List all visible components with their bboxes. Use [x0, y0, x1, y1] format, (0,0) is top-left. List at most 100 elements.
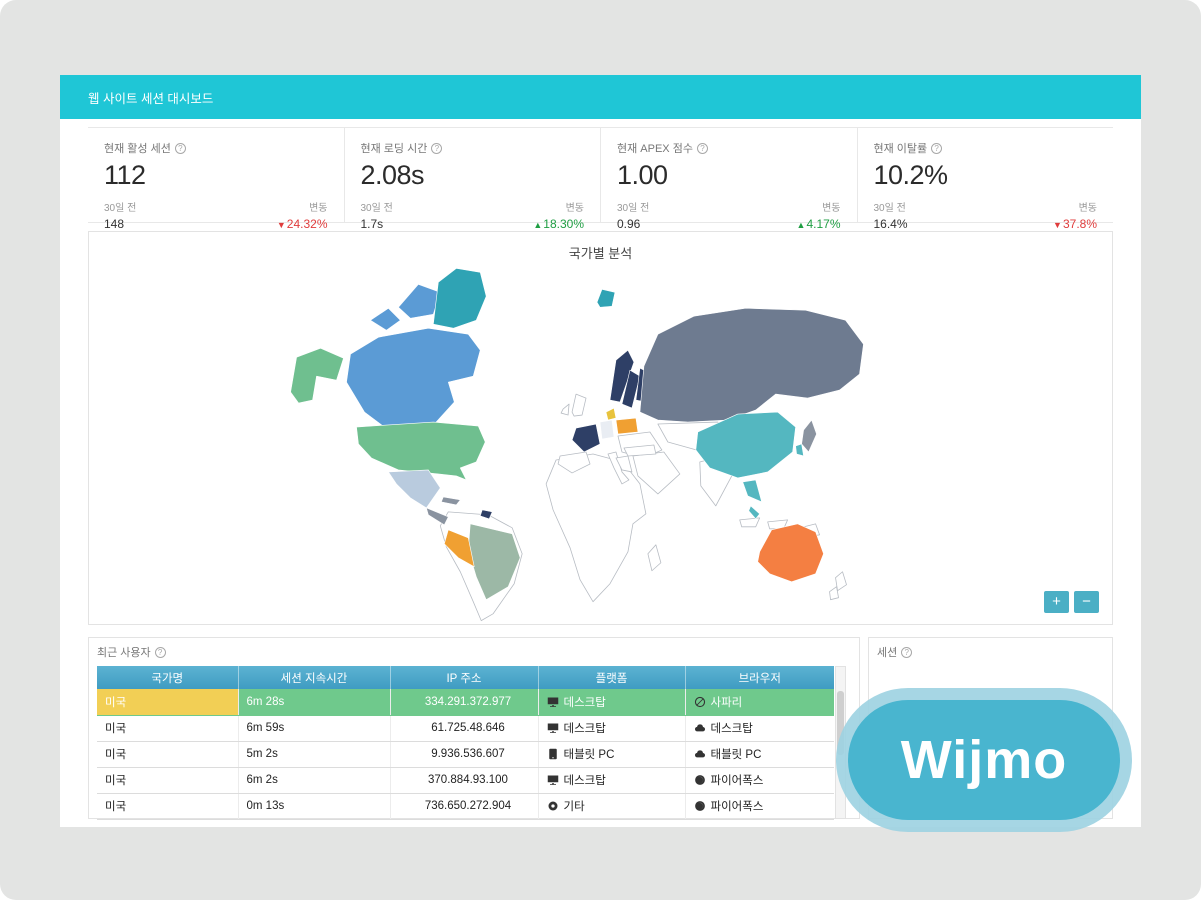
table-row[interactable]: 미국 5m 2s 9.936.536.607 태블릿 PC 태블릿 PC [97, 741, 834, 768]
column-header-ip[interactable]: IP 주소 [390, 666, 539, 689]
cell-country[interactable]: 미국 [97, 689, 239, 716]
zoom-in-button[interactable]: + [1044, 591, 1069, 613]
map-region-russia[interactable] [639, 307, 864, 423]
map-region-korea[interactable] [795, 443, 804, 457]
cell-browser[interactable]: 태블릿 PC [685, 741, 834, 768]
map-region-china[interactable] [695, 411, 796, 479]
cell-ip[interactable]: 334.291.372.977 [390, 689, 539, 716]
table-row[interactable]: 미국 6m 28s 334.291.372.977 데스크탑 사파리 [97, 689, 834, 716]
kpi-value: 10.2% [873, 160, 949, 190]
map-region-southeast-asia[interactable] [742, 479, 762, 503]
map-region-balkans[interactable] [615, 455, 633, 473]
map-region-arctic-island-1[interactable] [398, 284, 441, 319]
cell-platform[interactable]: 데스크탑 [538, 767, 686, 794]
map-region-australia[interactable] [757, 523, 824, 583]
cell-browser[interactable]: 파이어폭스 [685, 793, 834, 820]
column-header-country[interactable]: 국가명 [97, 666, 239, 689]
cell-platform[interactable]: 태블릿 PC [538, 741, 686, 768]
map-region-iceland[interactable] [596, 288, 616, 308]
column-header-platform[interactable]: 플랫폼 [538, 666, 686, 689]
zoom-out-button[interactable]: − [1074, 591, 1099, 613]
scrollbar-thumb[interactable] [837, 691, 844, 755]
map-region-alaska[interactable] [290, 347, 344, 404]
map-region-cuba[interactable] [441, 496, 461, 506]
map-yellow-regions [605, 407, 617, 421]
table-row[interactable]: 미국 6m 2s 370.884.93.100 데스크탑 파이어폭스 [97, 767, 834, 794]
prev-label: 30일 전 [617, 203, 650, 214]
cell-duration[interactable]: 5m 2s [238, 741, 391, 768]
world-map[interactable] [89, 262, 1112, 622]
platform-icon [547, 696, 559, 708]
map-region-guyana[interactable] [479, 509, 493, 520]
map-region-peru[interactable] [444, 529, 475, 568]
kpi-bounce-rate: 현재 이탈률? 10.2% 30일 전 16.4% 변동 ▼37.8% [856, 128, 1114, 231]
info-icon[interactable]: ? [431, 142, 443, 154]
cell-browser[interactable]: 사파리 [685, 689, 834, 716]
cell-ip[interactable]: 61.725.48.646 [390, 715, 539, 742]
map-region-canada[interactable] [346, 327, 481, 431]
grid-header-row: 국가명 세션 지속시간 IP 주소 플랫폼 브라우저 [97, 666, 834, 689]
map-region-middle-east[interactable] [632, 451, 681, 495]
column-header-duration[interactable]: 세션 지속시간 [238, 666, 391, 689]
cell-platform[interactable]: 데스크탑 [538, 689, 686, 716]
cell-ip[interactable]: 370.884.93.100 [390, 767, 539, 794]
kpi-section: 현재 활성 세션? 112 30일 전 148 변동 ▼24.32% 현재 로딩 시… [88, 127, 1114, 231]
map-orange-regions [757, 523, 824, 583]
cell-platform[interactable]: 기타 [538, 793, 686, 820]
cell-platform[interactable]: 데스크탑 [538, 715, 686, 742]
info-icon[interactable]: ? [696, 142, 708, 154]
map-region-indonesia[interactable] [739, 517, 761, 528]
map-region-greenland[interactable] [433, 268, 487, 329]
browser-icon [694, 800, 706, 812]
kpi-value: 2.08s [360, 160, 425, 190]
map-region-africa[interactable] [545, 453, 647, 603]
map-region-france[interactable] [571, 423, 601, 453]
map-region-norway[interactable] [609, 349, 635, 403]
map-title: 국가별 분석 [568, 246, 633, 261]
prev-label: 30일 전 [873, 203, 906, 214]
map-amber-regions [444, 417, 639, 568]
cell-ip[interactable]: 9.936.536.607 [390, 741, 539, 768]
map-region-uk[interactable] [571, 393, 587, 417]
map-region-spain[interactable] [557, 451, 591, 474]
cell-duration[interactable]: 0m 13s [238, 793, 391, 820]
cell-duration[interactable]: 6m 2s [238, 767, 391, 794]
cell-country[interactable]: 미국 [97, 715, 239, 742]
cell-ip[interactable]: 736.650.272.904 [390, 793, 539, 820]
cell-duration[interactable]: 6m 59s [238, 715, 391, 742]
map-region-malay[interactable] [748, 505, 760, 520]
cell-country[interactable]: 미국 [97, 741, 239, 768]
column-header-browser[interactable]: 브라우저 [685, 666, 834, 689]
cell-browser[interactable]: 데스크탑 [685, 715, 834, 742]
map-region-japan[interactable] [801, 419, 817, 453]
map-region-new-zealand-south[interactable] [829, 586, 839, 601]
info-icon[interactable]: ? [901, 646, 913, 658]
map-region-germany[interactable] [599, 419, 615, 440]
map-region-italy[interactable] [607, 451, 630, 485]
map-region-turkey[interactable] [623, 444, 657, 457]
cell-browser[interactable]: 파이어폭스 [685, 767, 834, 794]
map-region-usa[interactable] [356, 421, 486, 481]
map-region-new-zealand-north[interactable] [835, 571, 847, 592]
cell-country[interactable]: 미국 [97, 767, 239, 794]
cell-country[interactable]: 미국 [97, 793, 239, 820]
table-row[interactable]: 미국 6m 59s 61.725.48.646 데스크탑 데스크탑 [97, 715, 834, 742]
prev-value: 16.4% [873, 217, 908, 231]
map-region-mexico[interactable] [388, 469, 441, 509]
prev-label: 30일 전 [104, 203, 137, 214]
map-region-central-america[interactable] [426, 507, 449, 526]
map-region-madagascar[interactable] [647, 544, 662, 572]
map-region-denmark[interactable] [605, 407, 617, 421]
info-icon[interactable]: ? [154, 646, 166, 658]
kpi-value: 1.00 [617, 160, 668, 190]
map-region-ireland[interactable] [560, 403, 570, 416]
map-region-poland[interactable] [615, 417, 639, 435]
browser-icon [694, 748, 706, 760]
info-icon[interactable]: ? [931, 142, 943, 154]
cell-duration[interactable]: 6m 28s [238, 689, 391, 716]
change-value: ▼24.32% [276, 217, 328, 231]
info-icon[interactable]: ? [174, 142, 186, 154]
table-row[interactable]: 미국 0m 13s 736.650.272.904 기타 파이어폭스 [97, 793, 834, 820]
map-region-arctic-island-2[interactable] [370, 307, 401, 331]
